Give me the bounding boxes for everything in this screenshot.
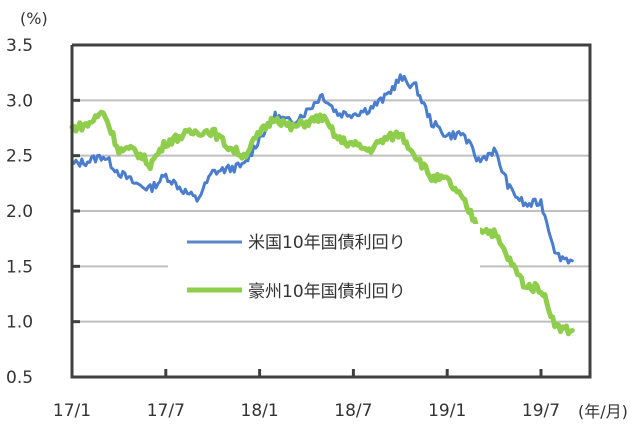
us-10y-yield-line [70,73,574,265]
y-tick-label: 3.0 [6,91,33,111]
x-tick-label: 19/1 [428,401,466,421]
x-tick-label: 17/7 [147,401,185,421]
y-tick-label: 2.0 [6,202,33,222]
y-axis-tick-labels: 0.5 1.0 1.5 2.0 2.5 3.0 3.5 [6,36,33,388]
x-axis-unit: (年/月) [578,402,628,421]
series-lines [69,73,575,337]
x-tick-label: 17/1 [53,401,91,421]
y-tick-label: 0.5 [6,368,33,388]
y-tick-label: 1.5 [6,257,33,277]
x-tick-label: 19/7 [522,401,560,421]
y-tick-label: 3.5 [6,36,33,56]
y-tick-label: 1.0 [6,313,33,333]
axes [70,43,592,379]
x-axis-tick-labels: 17/1 17/7 18/1 18/7 19/1 19/7 [53,401,560,421]
y-tick-label: 2.5 [6,147,33,167]
legend: 米国10年国債利回り 豪州10年国債利回り [187,233,406,302]
legend-label-au: 豪州10年国債利回り [248,281,406,302]
y-axis-unit: (%) [20,9,48,28]
x-tick-label: 18/1 [241,401,279,421]
legend-label-us: 米国10年国債利回り [248,233,406,253]
x-tick-label: 18/7 [334,401,372,421]
au-10y-yield-line [69,109,575,337]
legend-background [168,224,480,312]
